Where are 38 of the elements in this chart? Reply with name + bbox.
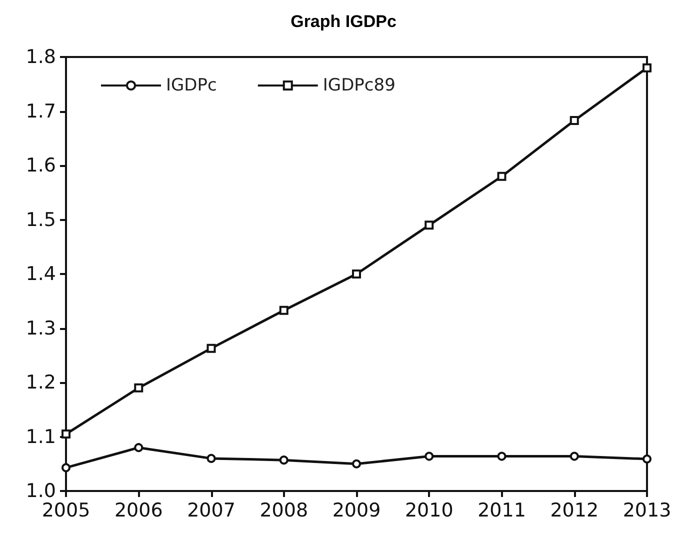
x-tick-label: 2005 [42, 500, 90, 522]
point [497, 452, 506, 461]
x-tick-label: 2010 [404, 500, 454, 522]
point [642, 454, 652, 464]
x-tick-label: 2009 [332, 500, 381, 522]
y-tick-label: 1.0 [26, 480, 56, 502]
legend-label: IGDPc89 [322, 76, 396, 96]
y-tick-label: 1.7 [26, 100, 56, 122]
point [62, 463, 70, 472]
y-tick-label: 1.4 [26, 263, 56, 285]
x-tick-label: 2008 [260, 500, 308, 522]
point [352, 459, 361, 468]
legend-label: IGDPc [166, 76, 217, 96]
x-tick-label: 2012 [550, 500, 599, 522]
point [206, 454, 216, 463]
point [570, 452, 579, 461]
point [134, 443, 144, 452]
x-tick-label: 2011 [478, 500, 526, 522]
point [642, 63, 652, 72]
x-tick-label: 2006 [114, 500, 163, 522]
point [206, 344, 216, 353]
point [279, 456, 288, 465]
point [134, 383, 144, 392]
y-tick-label: 1.2 [26, 372, 56, 394]
point [497, 172, 506, 181]
chart-title: Graph IGDPc [290, 12, 396, 31]
point [352, 270, 361, 278]
y-tick-label: 1.6 [26, 154, 56, 176]
y-tick-label: 1.5 [26, 208, 56, 231]
x-tick-label: 2007 [187, 500, 236, 522]
x-tick-label: 2013 [622, 500, 672, 522]
point [570, 116, 579, 125]
point [424, 220, 434, 230]
y-tick-label: 1.1 [26, 426, 56, 448]
y-tick-label: 1.8 [26, 46, 56, 68]
point [424, 452, 434, 461]
y-tick-label: 1.3 [26, 317, 56, 340]
point [279, 306, 288, 315]
